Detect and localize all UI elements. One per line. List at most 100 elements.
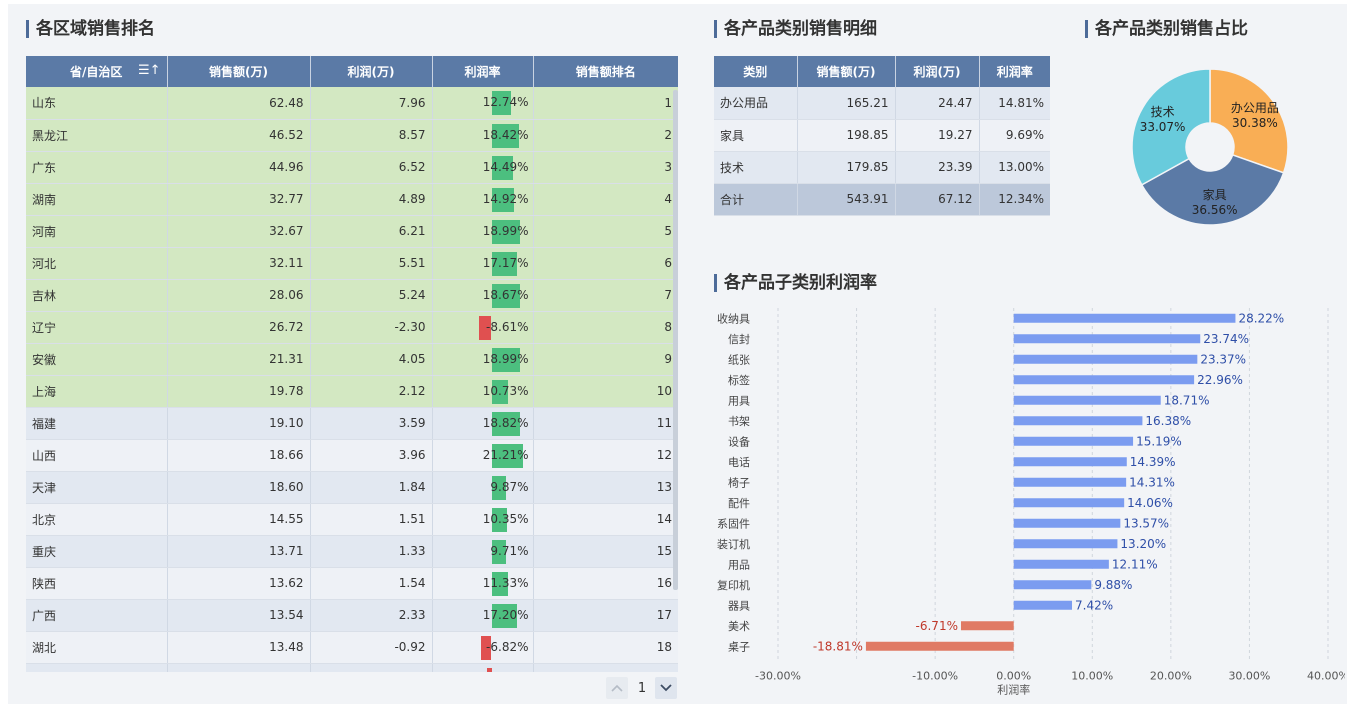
region-table: 省/自治区 ☰↑ 销售额(万) 利润(万) 利润率 销售额排名 山东 62.48 7… [26, 56, 678, 672]
category-label: 书架 [728, 415, 750, 428]
x-tick-label: 0.00% [996, 670, 1031, 683]
sales-rank-cell: 11 [533, 407, 678, 440]
x-tick-label: -10.00% [912, 670, 958, 683]
x-tick-label: 20.00% [1150, 670, 1192, 683]
profit-rate-cell: 10.73% [432, 375, 534, 408]
pie-slice-value: 36.56% [1192, 203, 1238, 217]
table-row[interactable]: 天津 18.60 1.84 9.87% 13 [26, 471, 678, 504]
column-header-profit-rate[interactable]: 利润率 [979, 56, 1050, 87]
bar[interactable] [1013, 457, 1127, 467]
table-row[interactable]: 河北 32.11 5.51 17.17% 6 [26, 247, 678, 280]
profit-cell: 2.12 [310, 375, 433, 408]
data-label: 28.22% [1238, 311, 1284, 325]
table-row[interactable]: 重庆 13.71 1.33 9.71% 15 [26, 535, 678, 568]
table-row[interactable]: 辽宁 26.72 -2.30 -8.61% 8 [26, 311, 678, 344]
table-row[interactable]: 技术 179.85 23.39 13.00% [714, 151, 1050, 184]
category-label: 收纳具 [717, 311, 750, 325]
data-label: 13.20% [1120, 537, 1166, 551]
sales-cell: 26.72 [167, 311, 311, 344]
profit-rate-value: -8.61% [486, 319, 529, 334]
table-row[interactable]: 福建 19.10 3.59 18.82% 11 [26, 407, 678, 440]
region-cell: 河北 [26, 247, 168, 280]
profit-rate-cell: 14.49% [432, 151, 534, 184]
bar[interactable] [1013, 477, 1127, 487]
column-header-profit[interactable]: 利润(万) [895, 56, 980, 87]
table-row[interactable]: 黑龙江 46.52 8.57 18.42% 2 [26, 119, 678, 152]
bar[interactable] [960, 621, 1014, 631]
category-label: 系固件 [717, 517, 750, 530]
column-header-sales[interactable]: 销售额(万) [167, 56, 311, 87]
table-row[interactable]: 湖南 32.77 4.89 14.92% 4 [26, 183, 678, 216]
total-row[interactable]: 合计 543.91 67.12 12.34% [714, 183, 1050, 216]
table-row[interactable]: 吉林 28.06 5.24 18.67% 7 [26, 279, 678, 312]
column-header-sales[interactable]: 销售额(万) [797, 56, 896, 87]
bar[interactable] [1013, 436, 1134, 446]
bar[interactable] [1013, 539, 1118, 549]
chevron-up-icon[interactable] [606, 677, 628, 699]
bar[interactable] [1013, 334, 1201, 344]
table-row[interactable]: 山西 18.66 3.96 21.21% 12 [26, 439, 678, 472]
table-row[interactable]: 河南 32.67 6.21 18.99% 5 [26, 215, 678, 248]
table-row[interactable]: 广西 13.54 2.33 17.20% 17 [26, 599, 678, 632]
sales-cell: 32.77 [167, 183, 311, 216]
profit-cell [310, 663, 433, 672]
bar[interactable] [1013, 580, 1092, 590]
pie-slice[interactable] [1209, 68, 1289, 174]
bar[interactable] [1013, 375, 1195, 385]
bar[interactable] [1013, 600, 1073, 610]
table-scrollbar[interactable] [673, 90, 678, 590]
table-row[interactable]: 陕西 13.62 1.54 11.33% 16 [26, 567, 678, 600]
profit-rate-value: -6.82% [486, 639, 529, 654]
profit-cell: 23.39 [895, 151, 980, 184]
table-row[interactable]: 广东 44.96 6.52 14.49% 3 [26, 151, 678, 184]
table-row[interactable] [26, 663, 678, 672]
region-cell: 山东 [26, 87, 168, 120]
table-row[interactable]: 山东 62.48 7.96 12.74% 1 [26, 87, 678, 120]
data-label: 12.11% [1112, 557, 1158, 571]
sort-icon[interactable]: ☰↑ [137, 63, 161, 78]
x-tick-label: -30.00% [755, 670, 801, 683]
total-profit-rate: 12.34% [979, 183, 1050, 216]
pie-slice[interactable] [1140, 153, 1285, 226]
table-row[interactable]: 家具 198.85 19.27 9.69% [714, 119, 1050, 152]
profit-rate-value: 18.42% [482, 127, 529, 142]
sales-cell: 13.62 [167, 567, 311, 600]
table-row[interactable]: 上海 19.78 2.12 10.73% 10 [26, 375, 678, 408]
sales-cell: 28.06 [167, 279, 311, 312]
sales-cell: 13.71 [167, 535, 311, 568]
region-cell: 辽宁 [26, 311, 168, 344]
bar[interactable] [1013, 354, 1198, 364]
column-header-category[interactable]: 类别 [714, 56, 798, 87]
bar[interactable] [1013, 498, 1125, 508]
column-header-profit-rate[interactable]: 利润率 [432, 56, 534, 87]
column-header-profit[interactable]: 利润(万) [310, 56, 433, 87]
profit-cell: 3.96 [310, 439, 433, 472]
table-row[interactable]: 北京 14.55 1.51 10.35% 14 [26, 503, 678, 536]
region-cell: 广西 [26, 599, 168, 632]
column-header-sales-rank[interactable]: 销售额排名 [533, 56, 678, 87]
table-row[interactable]: 办公用品 165.21 24.47 14.81% [714, 87, 1050, 120]
sales-rank-cell: 15 [533, 535, 678, 568]
profit-rate-bar [491, 507, 508, 532]
profit-rate-cell: 17.20% [432, 599, 534, 632]
bar[interactable] [865, 641, 1014, 651]
profit-cell: -2.30 [310, 311, 433, 344]
bar[interactable] [1013, 559, 1109, 569]
x-axis-label: 利润率 [997, 683, 1030, 696]
bar[interactable] [1013, 313, 1236, 323]
bar[interactable] [1013, 395, 1161, 405]
profit-cell: 19.27 [895, 119, 980, 152]
bar[interactable] [1013, 518, 1121, 528]
table-row[interactable]: 湖北 13.48 -0.92 -6.82% 18 [26, 631, 678, 664]
column-header-region[interactable]: 省/自治区 ☰↑ [26, 56, 168, 87]
bar[interactable] [1013, 416, 1143, 426]
category-label: 美术 [728, 620, 750, 633]
sales-rank-cell: 7 [533, 279, 678, 312]
table-row[interactable]: 安徽 21.31 4.05 18.99% 9 [26, 343, 678, 376]
chevron-down-icon[interactable] [655, 677, 677, 699]
pie-slice[interactable] [1131, 68, 1211, 186]
category-cell: 办公用品 [714, 87, 798, 120]
data-label: 9.88% [1094, 578, 1132, 592]
profit-rate-value: 18.67% [482, 287, 529, 302]
region-table-container[interactable]: 省/自治区 ☰↑ 销售额(万) 利润(万) 利润率 销售额排名 山东 62.48 7… [26, 56, 678, 672]
